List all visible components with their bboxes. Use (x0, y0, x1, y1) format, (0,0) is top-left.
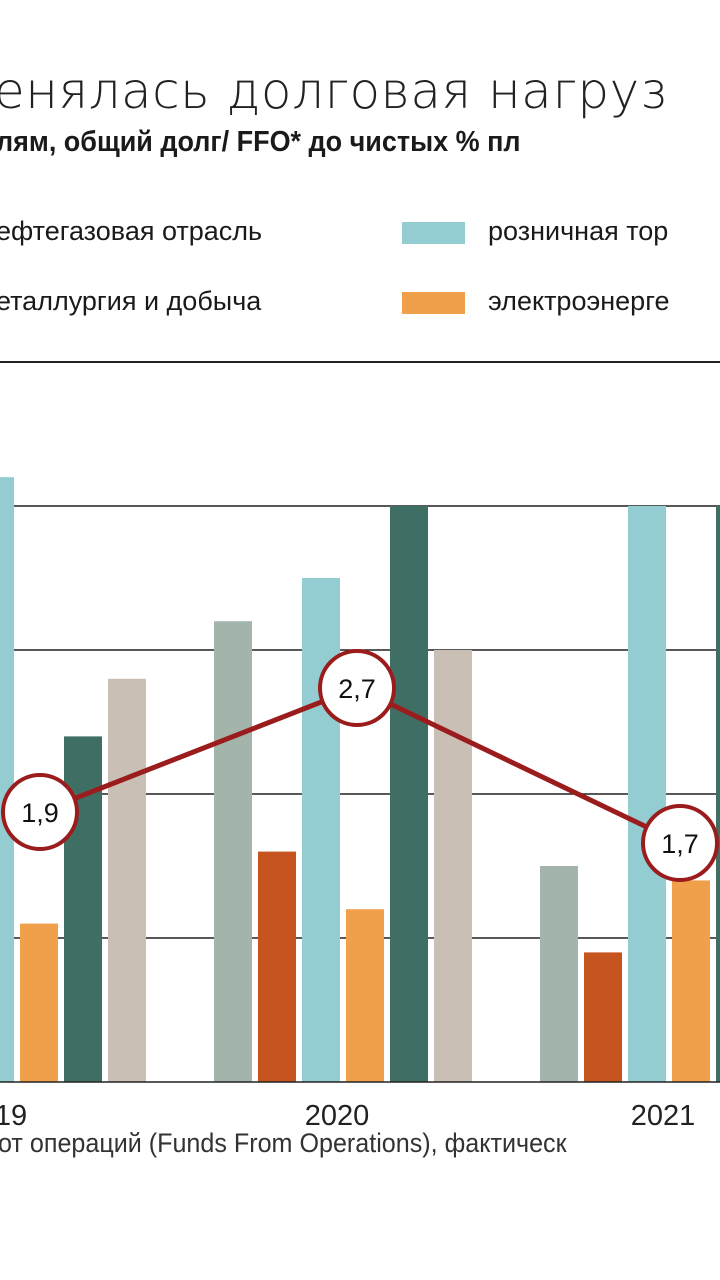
bar (584, 952, 622, 1082)
bar (628, 506, 666, 1082)
legend-swatch-retail (402, 222, 465, 244)
chart-subtitle: лям, общий долг/ FFO* до чистых % пл (0, 126, 521, 158)
x-tick-label: 2020 (305, 1100, 370, 1132)
data-label: 2,7 (338, 674, 376, 704)
bar (540, 866, 578, 1082)
chart-title: енялась долговая нагруз (0, 62, 668, 120)
data-label: 1,9 (21, 798, 59, 828)
x-tick-label: 2021 (631, 1100, 696, 1132)
bar (302, 578, 340, 1082)
line-point (1, 773, 79, 851)
bar (390, 506, 428, 1082)
bar (214, 621, 252, 1082)
bar (108, 678, 146, 1082)
bar (716, 506, 720, 1082)
bar (434, 650, 472, 1082)
footnote: от операций (Funds From Operations), фак… (0, 1128, 567, 1158)
data-label: 1,7 (661, 829, 699, 859)
line-point (641, 804, 719, 882)
legend-label-power: электроэнерге (488, 286, 670, 316)
x-tick-label: 19 (0, 1100, 27, 1132)
legend-label-oil-gas: ефтегазовая отрасль (0, 216, 263, 246)
bar (20, 923, 58, 1082)
legend-label-metallurgy: еталлургия и добыча (0, 286, 262, 316)
divider (0, 361, 720, 363)
bar (672, 880, 710, 1082)
legend-swatch-power (402, 292, 465, 314)
bar (0, 477, 14, 1082)
line-point (318, 649, 396, 727)
bar (258, 851, 296, 1082)
bar (346, 909, 384, 1082)
legend-label-retail: розничная тор (488, 216, 669, 246)
